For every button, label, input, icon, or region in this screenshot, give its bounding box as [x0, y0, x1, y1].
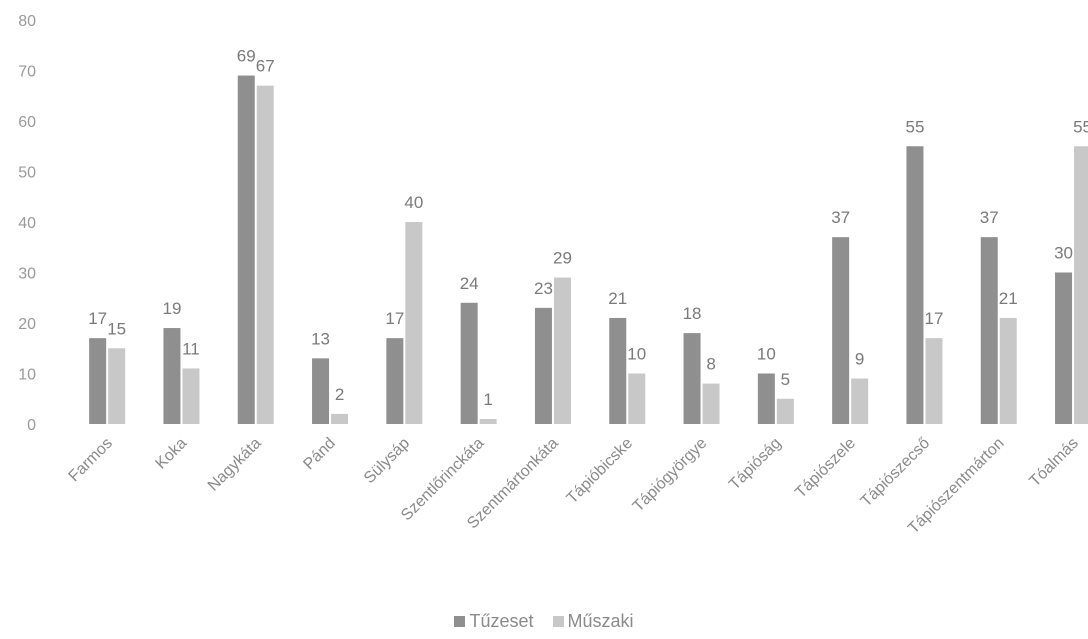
y-tick-label: 30	[18, 266, 36, 283]
x-category-label: Tápiószele	[792, 435, 859, 502]
y-tick-label: 70	[18, 64, 36, 81]
data-label: 10	[627, 345, 646, 364]
data-label: 1	[483, 390, 492, 409]
data-label: 13	[311, 329, 330, 348]
x-category-label: Tápióbicske	[564, 435, 636, 507]
legend-item-tuzeset: Tűzeset	[454, 611, 534, 632]
data-label: 30	[1054, 244, 1073, 263]
data-label: 21	[999, 289, 1018, 308]
bar-tuzeset	[683, 333, 701, 424]
data-label: 8	[706, 355, 715, 374]
data-label: 23	[534, 279, 553, 298]
y-tick-label: 20	[18, 316, 36, 333]
data-label: 29	[553, 249, 572, 268]
bar-muszaki	[628, 373, 646, 424]
data-label: 9	[855, 350, 864, 369]
data-label: 17	[924, 309, 943, 328]
data-label: 18	[683, 304, 702, 323]
bar-tuzeset	[237, 75, 255, 425]
bar-tuzeset	[906, 146, 924, 424]
data-label: 5	[781, 370, 790, 389]
y-tick-label: 50	[18, 165, 36, 182]
data-label: 2	[335, 385, 344, 404]
legend: Tűzeset Műszaki	[0, 611, 1088, 632]
bar-tuzeset	[163, 328, 181, 424]
bar-muszaki	[999, 317, 1017, 424]
legend-swatch-muszaki	[552, 616, 564, 627]
bar-tuzeset	[980, 237, 998, 424]
y-axis-ticks: 0 10 20 30 40 50 60 70 80	[18, 13, 36, 434]
data-label: 11	[182, 339, 200, 358]
data-label: 21	[608, 289, 627, 308]
data-label: 17	[385, 309, 404, 328]
bar-muszaki	[331, 413, 349, 424]
bar-tuzeset	[312, 358, 330, 424]
bar-muszaki	[405, 222, 423, 424]
bar-muszaki	[256, 85, 274, 425]
legend-label-tuzeset: Tűzeset	[469, 611, 534, 631]
data-label: 55	[905, 117, 924, 136]
x-category-label: Tápióság	[726, 435, 785, 494]
bar-muszaki	[851, 378, 869, 424]
bar-muszaki	[553, 277, 571, 424]
data-label: 19	[162, 299, 181, 318]
data-label: 69	[237, 47, 256, 66]
bar-tuzeset	[89, 338, 107, 424]
y-tick-label: 0	[27, 417, 36, 434]
y-tick-label: 40	[18, 215, 36, 232]
bar-tuzeset	[757, 373, 775, 424]
bar-muszaki	[479, 418, 497, 424]
data-labels: 1715191169671321740241232921101881053795…	[88, 47, 1088, 409]
bar-muszaki	[925, 338, 943, 424]
x-axis-categories: Farmos Koka Nagykáta Pánd SülysápSzentlőrinc…	[66, 435, 1082, 538]
data-label: 17	[88, 309, 107, 328]
x-category-label: Tápiószecső	[858, 435, 934, 511]
data-label: 55	[1073, 117, 1088, 136]
data-label: 10	[757, 345, 776, 364]
bar-muszaki	[182, 368, 200, 424]
legend-label-muszaki: Műszaki	[567, 611, 634, 631]
y-tick-label: 80	[18, 13, 36, 30]
bar-muszaki	[1074, 146, 1088, 424]
x-category-label: Nagykáta	[205, 435, 265, 495]
legend-item-muszaki: Műszaki	[552, 611, 634, 632]
bar-tuzeset	[534, 307, 552, 424]
bar-tuzeset	[832, 237, 850, 424]
data-label: 37	[831, 208, 850, 227]
legend-swatch-tuzeset	[454, 616, 466, 627]
bars	[89, 75, 1088, 425]
x-category-label: Farmos	[66, 435, 116, 485]
bar-tuzeset	[460, 302, 478, 424]
x-category-label: Pánd	[300, 435, 338, 473]
data-label: 67	[256, 57, 275, 76]
bar-muszaki	[776, 398, 794, 424]
x-category-label: Sülysáp	[361, 435, 413, 487]
bar-tuzeset	[1055, 272, 1073, 424]
bar-tuzeset	[386, 338, 404, 424]
bar-muszaki	[108, 348, 126, 424]
data-label: 15	[107, 319, 126, 338]
data-label: 24	[460, 274, 479, 293]
x-category-label: Tápiógyörgye	[630, 435, 711, 516]
y-tick-label: 60	[18, 114, 36, 131]
x-category-label: Tóalmás	[1026, 435, 1081, 490]
bar-tuzeset	[609, 317, 627, 424]
y-tick-label: 10	[18, 367, 36, 384]
data-label: 37	[980, 208, 999, 227]
x-category-label: Koka	[152, 435, 190, 473]
bar-muszaki	[702, 383, 720, 424]
data-label: 40	[404, 193, 423, 212]
